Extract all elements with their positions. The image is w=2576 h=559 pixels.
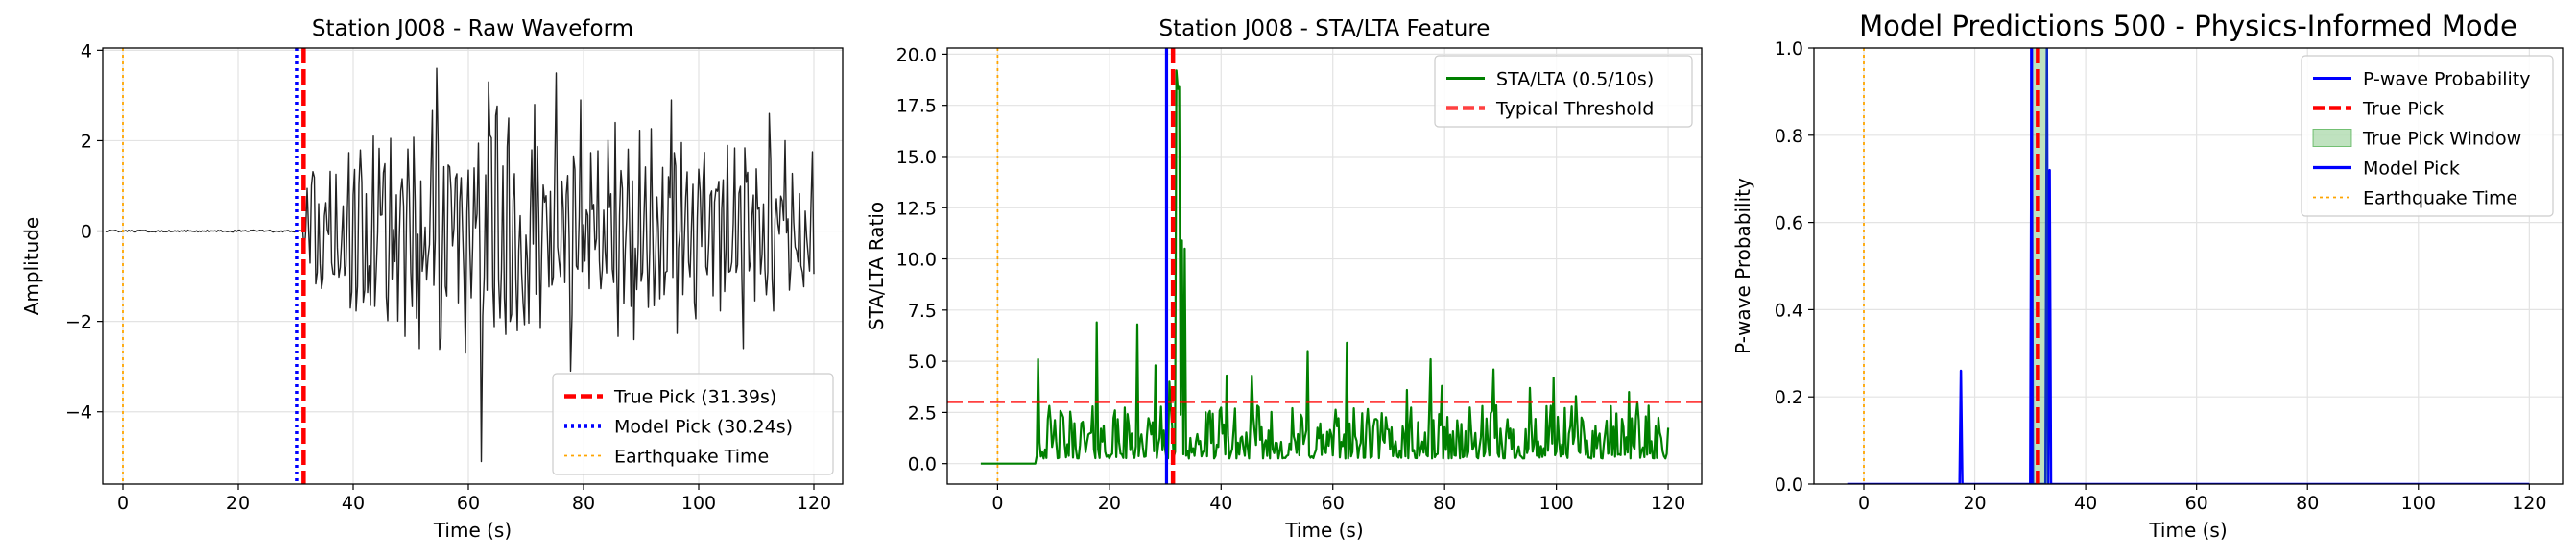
y-axis-label: P-wave Probability: [1731, 178, 1754, 354]
x-tick-label: 120: [1651, 493, 1685, 514]
axes-frame: [1813, 47, 2564, 485]
x-axis-label: Time (s): [1284, 519, 1363, 542]
legend-label: True Pick (31.39s): [613, 387, 776, 408]
x-tick-label: 100: [1538, 493, 1573, 514]
y-tick-label: 7.5: [908, 301, 937, 322]
legend-label: Typical Threshold: [1495, 99, 1654, 120]
y-tick-label: 10.0: [896, 250, 937, 271]
axes-frame: [946, 47, 1703, 485]
x-tick-label: 20: [227, 493, 250, 514]
legend-box: [2301, 55, 2554, 217]
chart-title: Model Predictions 500 - Physics-Informed…: [1859, 10, 2517, 42]
y-tick-label: −2: [65, 312, 92, 333]
legend: True Pick (31.39s) Model Pick (30.24s) Ear…: [552, 373, 834, 475]
legend-entry: True Pick: [2313, 99, 2444, 120]
legend: P-wave Probability True Pick True Pick Win…: [2301, 55, 2554, 217]
legend-entry: Model Pick (30.24s): [564, 417, 793, 438]
y-tick-label: 2.5: [908, 402, 937, 424]
plot-area: [947, 48, 1702, 484]
y-tick-label: 12.5: [896, 198, 937, 219]
x-tick-label: 0: [991, 493, 1003, 514]
legend-label: Model Pick: [2363, 158, 2460, 180]
legend-label: True Pick Window: [2362, 129, 2521, 150]
x-tick-label: 40: [2074, 493, 2097, 514]
legend-label: P-wave Probability: [2363, 69, 2531, 90]
x-tick-label: 80: [2296, 493, 2319, 514]
legend-swatch: [2312, 129, 2352, 147]
x-tick-label: 40: [1209, 493, 1232, 514]
y-tick-label: 1.0: [1775, 38, 1803, 60]
x-tick-label: 80: [1433, 493, 1456, 514]
legend-entry: True Pick Window: [2312, 129, 2521, 150]
legend-entry: P-wave Probability: [2313, 69, 2531, 90]
y-tick-label: 5.0: [908, 352, 937, 373]
chart-title: Station J008 - Raw Waveform: [312, 16, 633, 41]
x-tick-label: 0: [1858, 493, 1870, 514]
plot-area: [1847, 48, 2530, 484]
chart-panel-2: 0 20 40 60 80 100 120 0.0 2.5 5.0 7.5 10.0 12.5 15.0 1…: [865, 16, 1703, 542]
y-tick-label: 0.0: [1775, 474, 1803, 496]
y-tick-label: 4: [81, 40, 92, 61]
y-tick-label: 0.2: [1775, 387, 1803, 408]
legend-entry: Earthquake Time: [564, 447, 769, 468]
x-tick-label: 0: [117, 493, 129, 514]
legend-label: Earthquake Time: [2363, 188, 2517, 209]
x-tick-label: 100: [2401, 493, 2436, 514]
x-tick-label: 60: [457, 493, 480, 514]
y-tick-label: 15.0: [896, 147, 937, 168]
x-tick-label: 120: [797, 493, 831, 514]
y-tick-label: −4: [65, 402, 92, 424]
legend-label: STA/LTA (0.5/10s): [1496, 69, 1654, 90]
legend-entry: Typical Threshold: [1446, 99, 1654, 120]
x-tick-label: 80: [572, 493, 595, 514]
y-tick-label: 0.4: [1775, 300, 1803, 321]
x-tick-label: 120: [2512, 493, 2546, 514]
legend-label: Model Pick (30.24s): [614, 417, 793, 438]
legend-entry: STA/LTA (0.5/10s): [1446, 69, 1654, 90]
y-tick-label: 0.6: [1775, 213, 1803, 234]
axes-frame: [102, 47, 844, 485]
legend-box: [552, 373, 834, 475]
y-tick-label: 0.0: [908, 454, 937, 475]
legend-entry: Model Pick: [2313, 158, 2460, 180]
y-tick-label: 2: [81, 131, 92, 152]
y-tick-label: 17.5: [896, 96, 937, 117]
x-axis-label: Time (s): [2148, 519, 2227, 542]
legend-entry: True Pick (31.39s): [564, 387, 776, 408]
y-axis-label: Amplitude: [20, 217, 43, 316]
plot-area: [105, 48, 815, 484]
x-tick-label: 40: [342, 493, 365, 514]
chart-title: Station J008 - STA/LTA Feature: [1159, 16, 1491, 41]
y-tick-label: 20.0: [896, 44, 937, 65]
x-tick-label: 100: [681, 493, 716, 514]
legend-box: [1434, 55, 1693, 128]
x-tick-label: 20: [1098, 493, 1121, 514]
legend-label: Earthquake Time: [614, 447, 769, 468]
p-wave-probability-line: [1847, 48, 2530, 484]
y-tick-label: 0.8: [1775, 126, 1803, 147]
legend-entry: Earthquake Time: [2313, 188, 2517, 209]
legend-label: True Pick: [2362, 99, 2444, 120]
chart-panel-1: 0 20 40 60 80 100 120 −4 −2 0 2 4 Station J008 - Raw…: [20, 16, 844, 542]
y-tick-label: 0: [81, 222, 92, 243]
x-tick-label: 20: [1963, 493, 1986, 514]
x-tick-label: 60: [1322, 493, 1345, 514]
chart-panel-3: 0 20 40 60 80 100 120 0.0 0.2 0.4 0.6 0.8 1.0 Model P…: [1731, 10, 2564, 542]
waveform-line: [105, 67, 815, 463]
legend: STA/LTA (0.5/10s) Typical Threshold: [1434, 55, 1693, 128]
x-tick-label: 60: [2185, 493, 2208, 514]
x-axis-label: Time (s): [433, 519, 512, 542]
sta-lta-line: [980, 69, 1670, 465]
y-axis-label: STA/LTA Ratio: [865, 202, 888, 330]
